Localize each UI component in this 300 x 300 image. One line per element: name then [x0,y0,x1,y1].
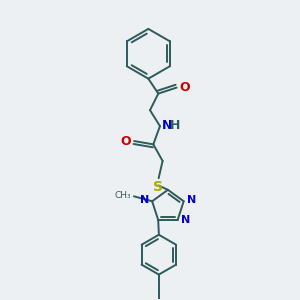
Text: N: N [181,215,190,226]
Text: N: N [140,195,149,205]
Text: N: N [187,195,196,205]
Text: S: S [153,180,163,194]
Text: O: O [120,134,131,148]
Text: O: O [180,81,190,94]
Text: H: H [170,119,180,132]
Text: CH₃: CH₃ [115,191,131,200]
Text: N: N [162,119,172,132]
